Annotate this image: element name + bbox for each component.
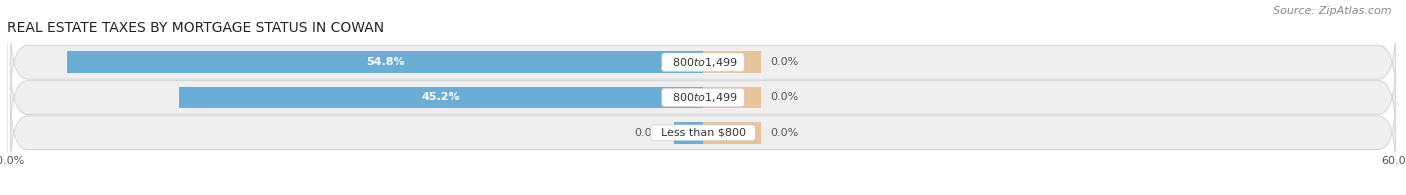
Bar — [703, 87, 761, 108]
Text: 45.2%: 45.2% — [422, 92, 460, 103]
Text: 0.0%: 0.0% — [770, 92, 799, 103]
FancyBboxPatch shape — [10, 62, 1396, 133]
FancyBboxPatch shape — [10, 26, 1396, 98]
Text: $800 to $1,499: $800 to $1,499 — [665, 91, 741, 104]
Text: 0.0%: 0.0% — [634, 128, 662, 138]
FancyBboxPatch shape — [10, 97, 1396, 169]
Bar — [67, 51, 703, 73]
Text: Less than $800: Less than $800 — [654, 128, 752, 138]
Text: 54.8%: 54.8% — [366, 57, 405, 67]
Bar — [673, 122, 703, 144]
Text: REAL ESTATE TAXES BY MORTGAGE STATUS IN COWAN: REAL ESTATE TAXES BY MORTGAGE STATUS IN … — [7, 21, 384, 35]
Bar — [179, 87, 703, 108]
Text: $800 to $1,499: $800 to $1,499 — [665, 56, 741, 69]
Bar — [703, 122, 761, 144]
Text: 0.0%: 0.0% — [770, 57, 799, 67]
Text: Source: ZipAtlas.com: Source: ZipAtlas.com — [1274, 6, 1392, 16]
Text: 0.0%: 0.0% — [770, 128, 799, 138]
Bar — [703, 51, 761, 73]
